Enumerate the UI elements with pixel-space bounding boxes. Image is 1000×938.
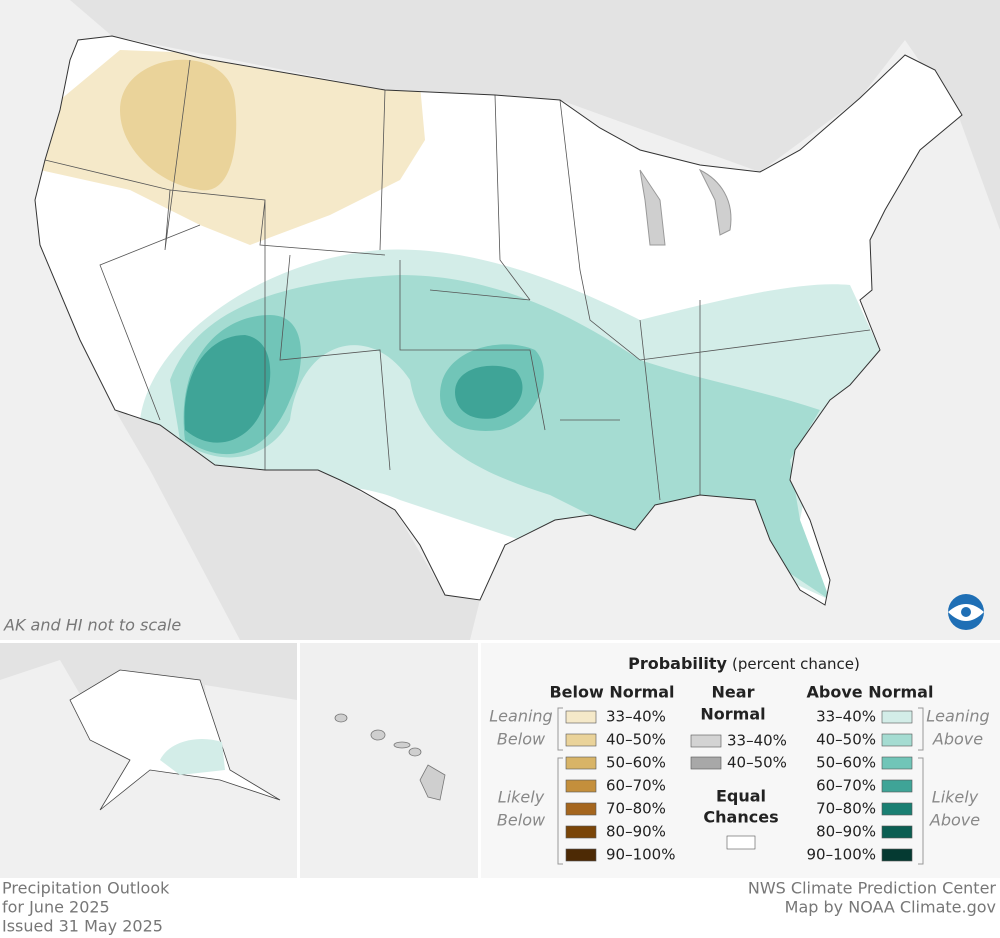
legend-title-main: Probability <box>628 654 727 673</box>
great-lakes <box>639 168 732 246</box>
equal-heading: Equal <box>716 787 766 806</box>
hawaii-panel <box>300 643 478 878</box>
legend-swatch <box>881 802 913 816</box>
legend-label: 33–40% <box>816 708 876 726</box>
equal-heading: Chances <box>703 808 778 827</box>
legend-swatch <box>881 848 913 862</box>
legend-swatch <box>881 733 913 747</box>
footer-left: Precipitation Outlook <box>2 879 170 898</box>
alaska <box>69 669 281 811</box>
brackets <box>557 707 924 865</box>
likely-label: Below <box>497 811 546 830</box>
legend-label: 80–90% <box>606 823 666 841</box>
legend-label: 50–60% <box>816 754 876 772</box>
legend-label: 90–100% <box>807 846 876 864</box>
likely-label: Likely <box>498 788 545 807</box>
legend-label: 70–80% <box>816 800 876 818</box>
legend-label: 60–70% <box>606 777 666 795</box>
likely-label: Above <box>929 811 980 830</box>
legend-swatch <box>690 734 722 748</box>
legend-label: 40–50% <box>727 754 787 772</box>
us-outline <box>34 35 963 606</box>
legend-swatch <box>565 825 597 839</box>
legend-label: 50–60% <box>606 754 666 772</box>
below-heading: Below Normal <box>549 683 674 702</box>
legend-label: 33–40% <box>727 732 787 750</box>
footer-left: for June 2025 <box>2 898 110 917</box>
legend-swatch <box>565 848 597 862</box>
state-lines <box>44 59 871 501</box>
likely-label: Likely <box>932 788 979 807</box>
legend-subtitle: (percent chance) <box>732 655 860 673</box>
above-50-area <box>183 315 544 455</box>
legend-title: Probability (percent chance) <box>628 654 860 673</box>
legend-label: 90–100% <box>606 846 675 864</box>
legend-label: 40–50% <box>606 731 666 749</box>
legend-swatch <box>881 825 913 839</box>
above-heading: Above Normal <box>807 683 934 702</box>
legend-swatch <box>690 756 722 770</box>
leaning-label: Below <box>497 730 546 749</box>
legend-label: 33–40% <box>606 708 666 726</box>
legend-swatch <box>565 779 597 793</box>
legend-swatch <box>565 710 597 724</box>
leaning-label: Above <box>932 730 983 749</box>
footer-right: NWS Climate Prediction Center <box>748 879 997 898</box>
mexico <box>115 410 480 640</box>
legend-swatch <box>726 835 756 850</box>
legend-swatch <box>881 710 913 724</box>
footer-left: Issued 31 May 2025 <box>2 917 163 936</box>
hawaii <box>334 713 446 801</box>
leaning-label: Leaning <box>489 707 552 726</box>
alaska-leaning-above <box>160 739 225 775</box>
footer-right: Map by NOAA Climate.gov <box>785 898 996 917</box>
legend-label: 70–80% <box>606 800 666 818</box>
leaning-label: Leaning <box>926 707 989 726</box>
legend-swatch <box>565 733 597 747</box>
above-60-area <box>184 335 523 443</box>
map-note: AK and HI not to scale <box>3 616 181 635</box>
near-heading: Normal <box>700 705 765 724</box>
canada <box>0 0 1000 230</box>
legend-label: 40–50% <box>816 731 876 749</box>
legend-swatch <box>881 756 913 770</box>
legend-swatch <box>565 756 597 770</box>
legend-label: 60–70% <box>816 777 876 795</box>
below-40-area <box>120 59 237 191</box>
legend-swatch <box>881 779 913 793</box>
legend-label: 80–90% <box>816 823 876 841</box>
legend-swatch <box>565 802 597 816</box>
near-heading: Near <box>712 683 755 702</box>
noaa-logo <box>948 594 984 630</box>
